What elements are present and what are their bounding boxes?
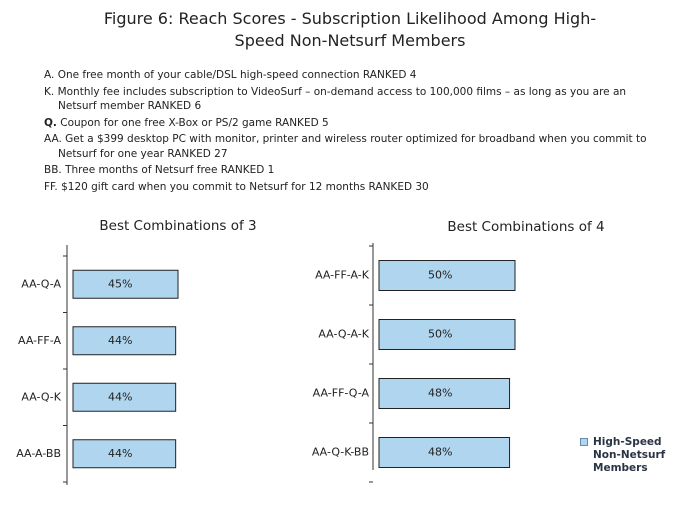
value-label: 48% bbox=[428, 387, 452, 400]
bar bbox=[72, 382, 177, 412]
legend-swatch bbox=[580, 438, 588, 446]
note-key: BB. bbox=[44, 164, 62, 176]
note-text: Monthly fee includes subscription to Vid… bbox=[57, 85, 627, 113]
y-tick-label: AA-FF-Q-A bbox=[313, 387, 370, 400]
chart-title: Best Combinations of 4 bbox=[447, 219, 604, 235]
note: BB. Three months of Netsurf free RANKED … bbox=[44, 163, 664, 178]
note-key: Q. bbox=[44, 116, 57, 129]
bar bbox=[72, 439, 177, 469]
value-label: 44% bbox=[108, 334, 132, 347]
y-tick-label: AA-Q-A-K bbox=[318, 328, 369, 341]
bar bbox=[378, 260, 516, 291]
chart-title: Best Combinations of 3 bbox=[99, 218, 256, 234]
bar bbox=[378, 378, 511, 409]
y-tick-label: AA-FF-A-K bbox=[315, 269, 370, 282]
note: Q. Coupon for one free X-Box or PS/2 gam… bbox=[44, 116, 664, 131]
note-key: K. bbox=[44, 85, 55, 98]
note: A. One free month of your cable/DSL high… bbox=[44, 68, 664, 83]
value-label: 50% bbox=[428, 328, 452, 341]
legend: High-Speed Non-Netsurf Members bbox=[580, 436, 692, 475]
value-label: 44% bbox=[108, 447, 132, 460]
figure-title: Figure 6: Reach Scores - Subscription Li… bbox=[103, 9, 597, 50]
note-key: FF. bbox=[44, 180, 58, 193]
bar bbox=[378, 437, 511, 468]
note-text: One free month of your cable/DSL high-sp… bbox=[57, 69, 417, 81]
y-tick-label: AA-FF-A bbox=[18, 334, 61, 347]
bar bbox=[72, 269, 179, 299]
value-label: 44% bbox=[108, 390, 132, 403]
note: AA. Get a $399 desktop PC with monitor, … bbox=[44, 132, 664, 161]
value-label: 48% bbox=[428, 446, 452, 459]
legend-label: High-Speed Non-Netsurf Members bbox=[593, 436, 666, 474]
note-text: Coupon for one free X-Box or PS/2 game R… bbox=[60, 116, 329, 129]
y-tick-label: AA-Q-K bbox=[21, 390, 61, 403]
note-key: A. bbox=[44, 69, 55, 81]
value-label: 50% bbox=[428, 269, 452, 282]
value-label: 45% bbox=[108, 277, 132, 290]
note: FF. $120 gift card when you commit to Ne… bbox=[44, 180, 664, 195]
note-key: AA. bbox=[44, 133, 62, 145]
bar bbox=[72, 326, 177, 356]
note-text: Get a $399 desktop PC with monitor, prin… bbox=[58, 133, 647, 160]
y-tick-label: AA-Q-K-BB bbox=[312, 446, 369, 459]
note-text: $120 gift card when you commit to Netsur… bbox=[61, 180, 429, 193]
note-text: Three months of Netsurf free RANKED 1 bbox=[65, 164, 275, 176]
y-tick-label: AA-Q-A bbox=[21, 277, 61, 290]
notes: A. One free month of your cable/DSL high… bbox=[44, 68, 664, 196]
y-tick-label: AA-A-BB bbox=[16, 447, 61, 460]
note: K. Monthly fee includes subscription to … bbox=[44, 85, 664, 114]
bar bbox=[378, 319, 516, 350]
